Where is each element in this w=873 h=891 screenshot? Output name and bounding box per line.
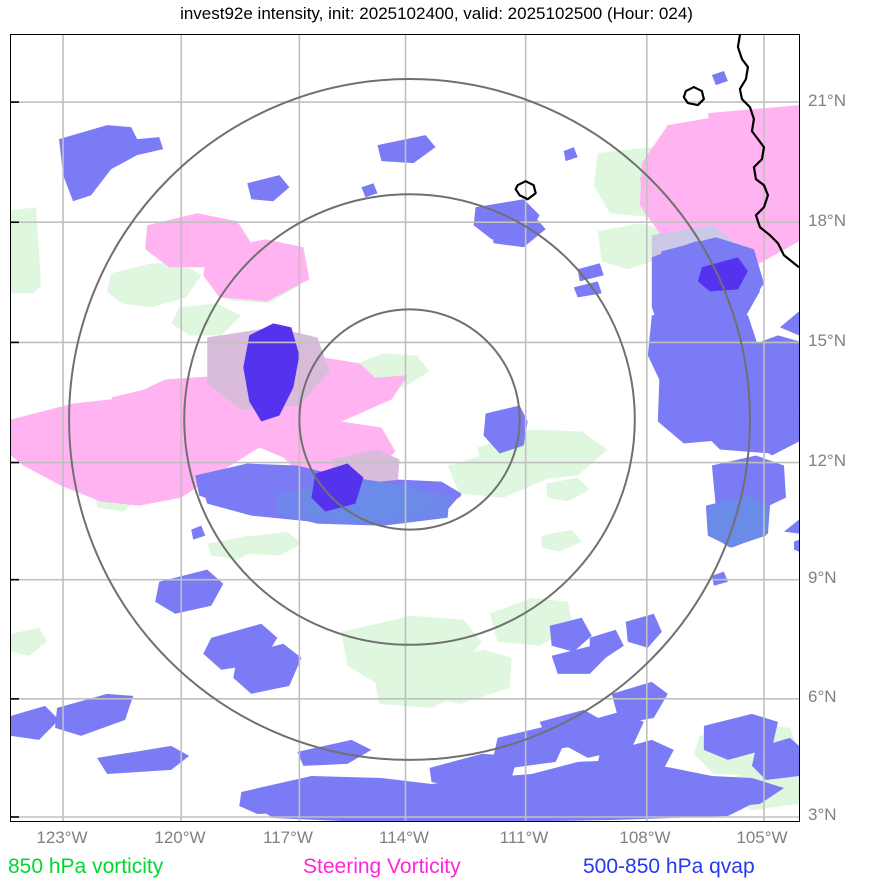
y-tick-label-1: 18°N	[808, 211, 846, 230]
x-tick-label-4: 111°W	[499, 828, 549, 847]
legend-item-850hpa-vorticity: 850 hPa vorticity	[8, 855, 164, 878]
x-tick-label-2: 117°W	[263, 828, 313, 847]
map-legend: 850 hPa vorticity Steering Vorticity 500…	[0, 855, 873, 887]
y-tick-label-3: 12°N	[808, 451, 846, 470]
x-tick-label-0: 123°W	[36, 828, 88, 847]
y-tick-label-5: 6°N	[808, 687, 837, 706]
y-tick-label-4: 9°N	[808, 568, 837, 587]
x-tick-label-1: 120°W	[154, 828, 206, 847]
y-tick-label-0: 21°N	[808, 91, 846, 110]
x-tick-label-3: 114°W	[379, 828, 429, 847]
coastline	[514, 35, 799, 269]
legend-item-qvap: 500-850 hPa qvap	[583, 855, 755, 878]
map-gridlines	[11, 35, 799, 821]
map-plot-area[interactable]	[10, 34, 800, 822]
map-canvas	[11, 35, 799, 821]
legend-item-steering-vorticity: Steering Vorticity	[303, 855, 461, 878]
y-tick-label-2: 15°N	[808, 331, 846, 350]
x-tick-label-6: 105°W	[736, 828, 788, 847]
x-tick-label-5: 108°W	[619, 828, 671, 847]
storm-range-rings	[68, 78, 751, 761]
range-ring-outer	[68, 78, 751, 761]
y-tick-label-6: 3°N	[808, 805, 837, 824]
layer-qvap-core	[243, 257, 748, 512]
range-ring-inner	[298, 308, 521, 531]
page-title: invest92e intensity, init: 2025102400, v…	[180, 4, 693, 23]
range-ring-middle	[183, 193, 636, 646]
tick-marks	[11, 101, 20, 818]
